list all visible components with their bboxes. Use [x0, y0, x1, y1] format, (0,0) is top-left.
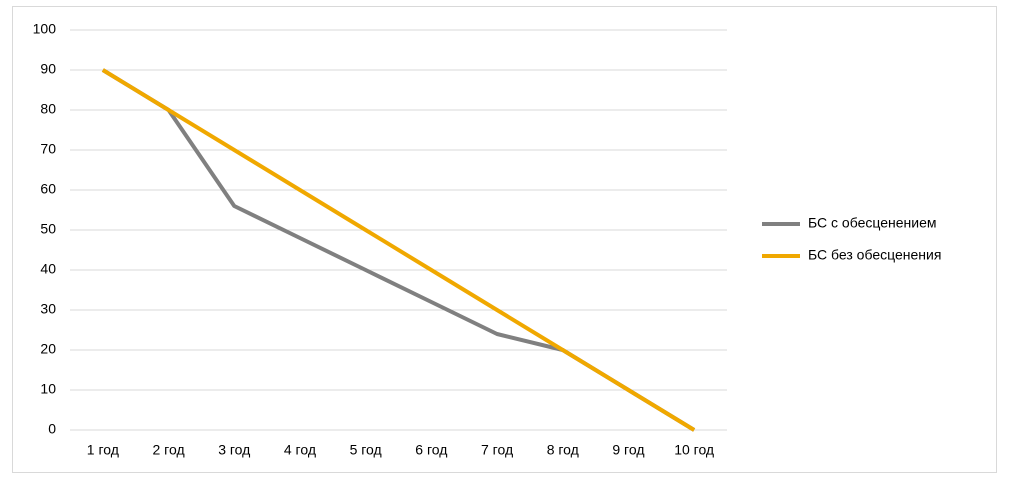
chart-frame: [12, 6, 997, 473]
x-tick-label: 6 год: [415, 442, 447, 458]
x-tick-label: 1 год: [87, 442, 119, 458]
legend-label: БС без обесценения: [808, 247, 941, 263]
y-tick-label: 60: [40, 181, 56, 197]
x-tick-label: 7 год: [481, 442, 513, 458]
x-tick-label: 9 год: [612, 442, 644, 458]
y-tick-label: 40: [40, 261, 56, 277]
x-tick-label: 8 год: [547, 442, 579, 458]
y-tick-label: 100: [33, 21, 57, 37]
legend-label: БС с обесценением: [808, 215, 936, 231]
y-tick-label: 90: [40, 61, 56, 77]
x-tick-label: 4 год: [284, 442, 316, 458]
y-tick-label: 10: [40, 381, 56, 397]
x-tick-label: 10 год: [674, 442, 714, 458]
x-tick-label: 3 год: [218, 442, 250, 458]
y-tick-label: 30: [40, 301, 56, 317]
y-tick-label: 50: [40, 221, 56, 237]
x-tick-label: 5 год: [350, 442, 382, 458]
series-line: [101, 68, 696, 432]
y-tick-label: 70: [40, 141, 56, 157]
y-tick-label: 20: [40, 341, 56, 357]
x-tick-label: 2 год: [152, 442, 184, 458]
y-tick-label: 80: [40, 101, 56, 117]
y-tick-label: 0: [48, 421, 56, 437]
